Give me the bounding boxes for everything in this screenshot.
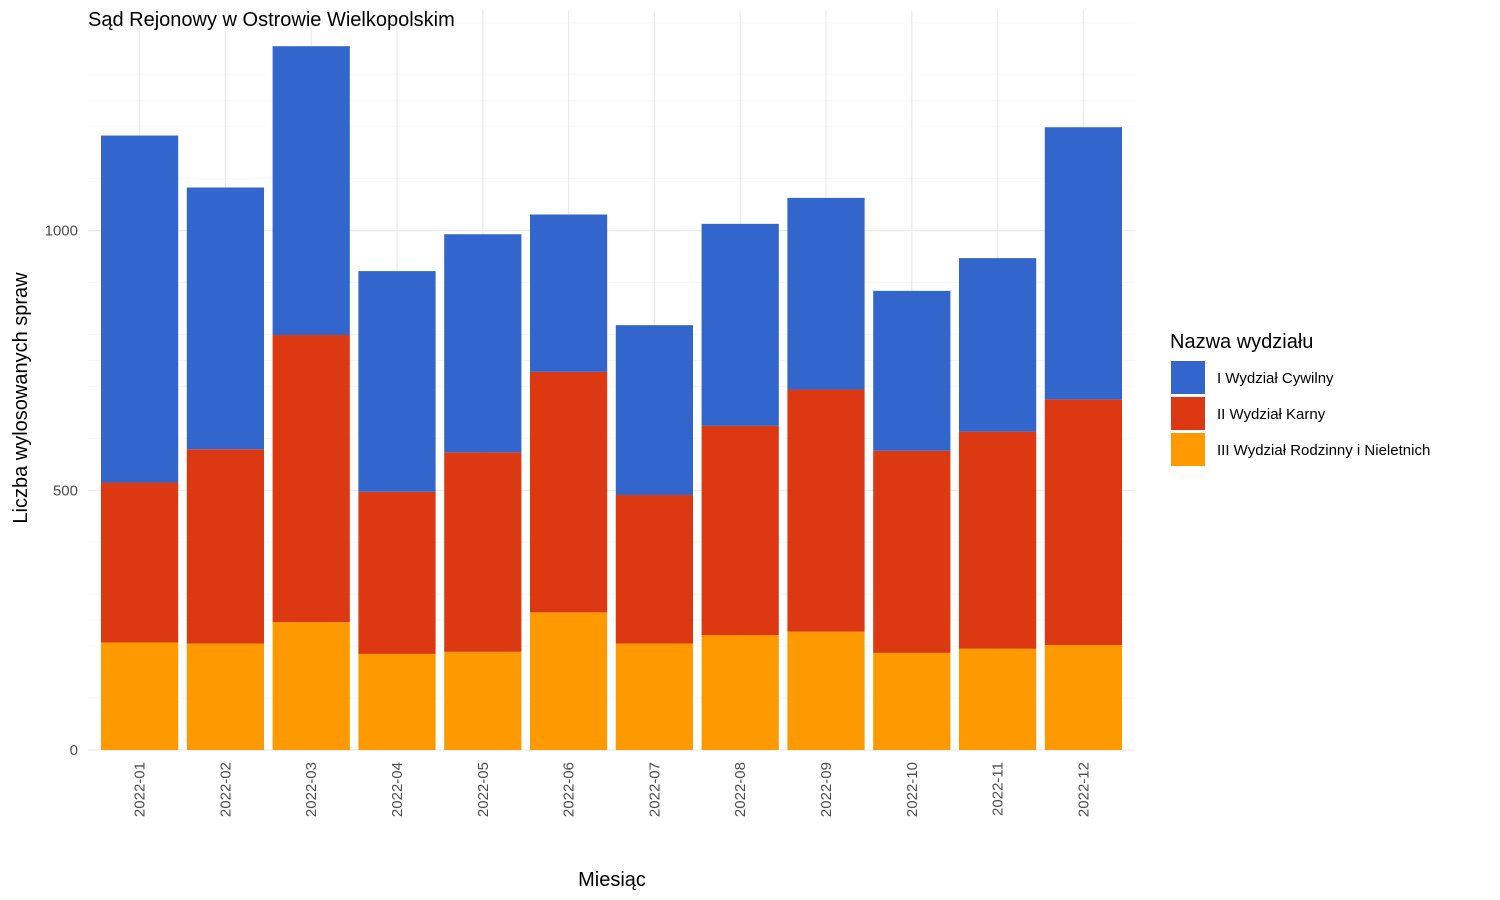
bar-segment: [958, 648, 1037, 750]
bar-segment: [272, 622, 350, 750]
legend-title: Nazwa wydziału: [1170, 331, 1313, 353]
bar-segment: [615, 325, 694, 495]
bar-segment: [358, 271, 436, 492]
x-axis-ticks: 2022-01 2022-02 2022-03 2022-04 2022-05 2022-…: [132, 762, 1093, 817]
bar-segment: [701, 223, 779, 426]
bar-segment: [1044, 399, 1122, 646]
bar-segment: [529, 371, 608, 613]
bar-segment: [101, 642, 179, 750]
bar-segment: [444, 651, 522, 750]
legend: Nazwa wydziału I Wydział Cywilny II Wydzi…: [1170, 331, 1430, 466]
bar-segment: [101, 135, 179, 483]
bar-segment: [444, 452, 522, 652]
x-tick-label: 2022-10: [904, 762, 921, 817]
bar-segment: [186, 643, 265, 750]
x-tick-label: 2022-06: [561, 762, 578, 817]
bar-segment: [787, 197, 865, 390]
bar-segment: [358, 653, 436, 750]
x-tick-label: 2022-09: [818, 762, 835, 817]
legend-label: III Wydział Rodzinny i Nieletnich: [1217, 442, 1430, 459]
bar-segment: [1044, 127, 1122, 400]
x-tick-label: 2022-08: [732, 762, 749, 817]
bar-segment: [1044, 645, 1122, 750]
x-tick-label: 2022-04: [389, 762, 406, 817]
bar-segment: [701, 635, 779, 750]
bar-segment: [873, 652, 951, 750]
legend-label: I Wydział Cywilny: [1217, 370, 1334, 387]
bar-segment: [186, 449, 265, 644]
x-tick-label: 2022-02: [217, 762, 234, 817]
bar-segment: [873, 290, 951, 451]
x-tick-label: 2022-05: [475, 762, 492, 817]
bar-segment: [787, 389, 865, 632]
x-tick-label: 2022-03: [303, 762, 320, 817]
x-tick-label: 2022-11: [990, 762, 1007, 816]
bar-segment: [615, 643, 694, 750]
y-tick-label: 500: [53, 482, 78, 499]
bar-segment: [615, 494, 694, 644]
bar-segment: [873, 450, 951, 653]
bar-segment: [272, 334, 350, 623]
legend-label: II Wydział Karny: [1217, 406, 1326, 423]
legend-swatch: [1171, 397, 1205, 430]
bar-segment: [186, 187, 265, 450]
bar-segment: [529, 214, 608, 372]
bar-segment: [444, 234, 522, 453]
y-axis-ticks: 0 500 1000: [45, 223, 78, 759]
legend-swatch: [1171, 433, 1205, 466]
bar-segment: [101, 482, 179, 643]
bar-segment: [701, 425, 779, 636]
bar-segment: [529, 612, 608, 750]
y-axis-title: Liczba wylosowanych spraw: [10, 272, 32, 524]
y-tick-label: 0: [70, 742, 78, 759]
chart-title: Sąd Rejonowy w Ostrowie Wielkopolskim: [88, 9, 455, 31]
bar-segment: [958, 258, 1037, 432]
bar-segment: [358, 491, 436, 654]
x-axis-title: Miesiąc: [578, 869, 646, 891]
legend-swatch: [1171, 361, 1205, 394]
y-tick-label: 1000: [45, 223, 78, 240]
bar-segment: [272, 46, 350, 335]
x-tick-label: 2022-01: [132, 762, 149, 817]
bar-segment: [958, 431, 1037, 649]
x-tick-label: 2022-12: [1075, 762, 1092, 817]
bars: [101, 46, 1122, 750]
x-tick-label: 2022-07: [646, 762, 663, 817]
bar-segment: [787, 631, 865, 750]
